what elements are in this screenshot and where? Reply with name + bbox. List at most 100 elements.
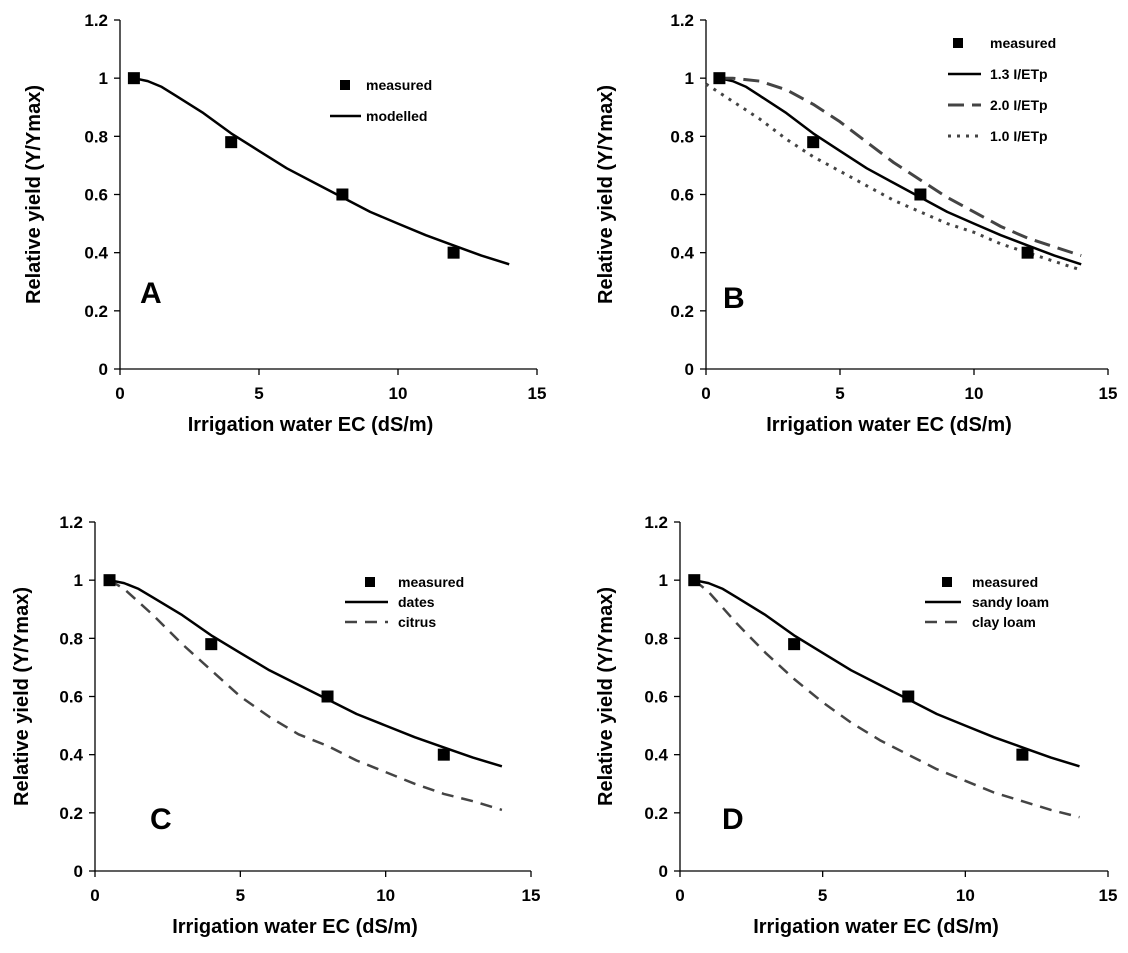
measured-point [336,188,349,201]
y-tick-label: 0.8 [59,629,83,648]
legend: measured modelled [330,77,432,124]
measured-point [713,72,726,85]
x-tick-label: 10 [965,384,984,403]
y-tick-label: 0.2 [644,804,668,823]
measured-point [437,748,450,761]
series-line-2-0-i-etp [719,76,1082,258]
x-tick-label: 15 [528,384,547,403]
legend-marker-measured [365,577,375,587]
y-tick-label: 1.2 [644,513,668,532]
legend-label-measured: measured [398,574,464,590]
measured-point [447,246,460,259]
y-tick-label: 1.2 [84,11,108,30]
y-tick-label: 0 [659,862,668,881]
legend: measured 1.3 I/ETp 2.0 I/ETp 1.0 I/ETp [948,35,1056,144]
y-axis-title: Relative yield (Y/Ymax) [595,85,617,304]
series-line-1-3-i-etp [719,76,1082,266]
legend-label-measured: measured [990,35,1056,51]
legend-label: 1.3 I/ETp [990,66,1048,82]
panel-d: 0 0.2 0.4 0.6 0.8 1 1.2 0 5 10 15 Irrigation water … [595,513,1117,938]
measured-point [914,188,927,201]
legend-label: sandy loam [972,594,1049,610]
y-tick-label: 0.4 [644,746,668,765]
y-tick-label: 0.6 [84,186,108,205]
series-line-sandy-loam [694,578,1080,768]
y-tick-label: 0.2 [59,804,83,823]
panel-letter: B [723,282,745,315]
measured-point [225,136,238,149]
y-tick-label: 0 [685,360,694,379]
x-tick-label: 10 [956,886,975,905]
y-tick-label: 0.2 [670,302,694,321]
measured-point [1021,246,1034,259]
x-tick-label: 0 [115,384,124,403]
panel-letter: A [140,277,162,310]
y-tick-label: 0.8 [84,127,108,146]
y-tick-label: 0.8 [644,629,668,648]
measured-point [321,690,334,703]
series-line-1-0-i-etp [705,82,1082,272]
y-tick-label: 0 [99,360,108,379]
y-axis-title: Relative yield (Y/Ymax) [595,587,617,806]
x-tick-label: 0 [701,384,710,403]
x-tick-label: 15 [1099,384,1118,403]
x-tick-label: 0 [90,886,99,905]
y-tick-label: 1 [74,571,83,590]
legend-label: dates [398,594,435,610]
x-tick-label: 5 [835,384,844,403]
x-tick-label: 15 [1099,886,1118,905]
legend-label: 1.0 I/ETp [990,128,1048,144]
x-axis-title: Irrigation water EC (dS/m) [766,414,1012,436]
x-tick-label: 10 [376,886,395,905]
measured-point [205,638,218,651]
y-tick-label: 0.4 [59,746,83,765]
measured-point [902,690,915,703]
panel-b: 0 0.2 0.4 0.6 0.8 1 1.2 0 5 10 15 Irrigation water … [595,11,1117,436]
x-tick-label: 5 [236,886,245,905]
y-tick-label: 1.2 [670,11,694,30]
legend-label: 2.0 I/ETp [990,97,1048,113]
series-line-dates [109,578,503,768]
x-tick-label: 10 [389,384,408,403]
x-axis-title: Irrigation water EC (dS/m) [188,414,434,436]
legend-marker-measured [953,38,963,48]
x-tick-label: 5 [818,886,827,905]
y-axis-title: Relative yield (Y/Ymax) [11,587,33,806]
measured-point [688,574,701,587]
measured-point [103,574,116,587]
y-tick-label: 0.2 [84,302,108,321]
panel-letter: C [150,803,172,836]
x-tick-label: 0 [675,886,684,905]
y-tick-label: 0 [74,862,83,881]
legend-label: clay loam [972,614,1036,630]
y-tick-label: 0.4 [84,244,108,263]
x-tick-label: 15 [522,886,541,905]
y-tick-label: 0.6 [670,186,694,205]
legend: measured dates citrus [345,574,464,630]
legend-label: citrus [398,614,436,630]
y-tick-label: 0.6 [59,688,83,707]
series-line-clay-loam [693,579,1080,819]
measured-point [788,638,801,651]
legend: measured sandy loam clay loam [925,574,1049,630]
legend-marker-measured [340,80,350,90]
measured-point [127,72,140,85]
series-line-citrus [108,579,503,812]
y-tick-label: 0.6 [644,688,668,707]
panel-letter: D [722,803,744,836]
y-tick-label: 1 [99,69,108,88]
panel-c: 0 0.2 0.4 0.6 0.8 1 1.2 0 5 10 15 Irrigation water … [11,513,540,938]
y-tick-label: 0.8 [670,127,694,146]
y-tick-label: 1.2 [59,513,83,532]
panel-a: 0 0.2 0.4 0.6 0.8 1 1.2 0 5 10 15 Irrigation water … [23,11,546,436]
y-tick-label: 0.4 [670,244,694,263]
legend-marker-measured [942,577,952,587]
x-tick-label: 5 [254,384,263,403]
y-tick-label: 1 [659,571,668,590]
series-line-modelled [133,76,510,266]
x-axis-title: Irrigation water EC (dS/m) [753,916,999,938]
legend-label-measured: measured [366,77,432,93]
y-tick-label: 1 [685,69,694,88]
legend-label: modelled [366,108,427,124]
